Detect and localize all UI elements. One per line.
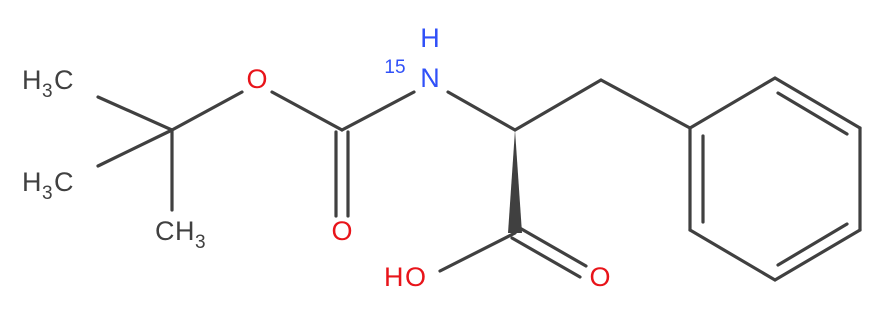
atom-n: N bbox=[420, 63, 440, 93]
ring-bond bbox=[688, 76, 777, 130]
atom-c: C bbox=[54, 65, 74, 95]
bonds bbox=[96, 76, 862, 282]
ring-bond bbox=[773, 228, 862, 282]
bond bbox=[96, 128, 174, 168]
isotope-label: 15 bbox=[384, 57, 405, 78]
bond bbox=[438, 231, 517, 273]
atom-o: O bbox=[246, 64, 267, 94]
atom-h: H bbox=[384, 262, 404, 292]
atom-h: H bbox=[22, 65, 42, 95]
double-bond bbox=[516, 225, 588, 268]
atom-o: O bbox=[331, 216, 352, 246]
bond bbox=[170, 90, 244, 132]
atom-subscript: 3 bbox=[42, 81, 53, 102]
atom-c: C bbox=[155, 216, 175, 246]
ring-bond bbox=[688, 228, 777, 282]
bond bbox=[340, 90, 416, 132]
atom-h: H bbox=[175, 216, 195, 246]
bond bbox=[270, 90, 344, 132]
atom-o: O bbox=[405, 262, 426, 292]
double-bond bbox=[510, 236, 582, 279]
atom-labels: H 3 C H 3 C C H 3 O O 15 H N H O O bbox=[22, 23, 611, 292]
wedge-bond bbox=[508, 130, 522, 233]
atom-subscript: 3 bbox=[195, 232, 206, 253]
atom-h: H bbox=[22, 167, 42, 197]
atom-o: O bbox=[589, 262, 610, 292]
ring-inner-bond bbox=[776, 222, 849, 267]
atom-c: C bbox=[54, 167, 74, 197]
bond bbox=[96, 95, 174, 132]
atom-subscript: 3 bbox=[42, 183, 53, 204]
ring-inner-bond bbox=[776, 91, 849, 136]
ring-bond bbox=[773, 76, 862, 130]
bond bbox=[446, 90, 517, 132]
bond bbox=[599, 78, 692, 130]
bond bbox=[513, 78, 603, 132]
atom-h: H bbox=[420, 23, 440, 53]
